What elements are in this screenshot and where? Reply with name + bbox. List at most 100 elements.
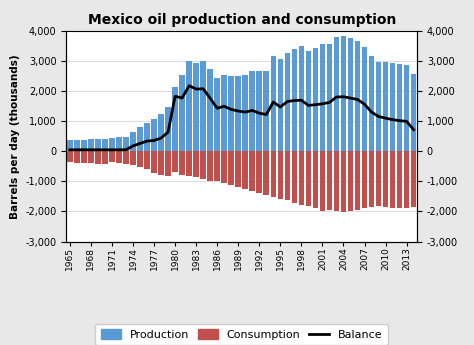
Bar <box>123 151 129 164</box>
Bar <box>109 138 115 151</box>
Bar <box>236 76 241 151</box>
Bar <box>144 151 150 169</box>
Bar <box>383 151 388 207</box>
Bar <box>376 62 382 151</box>
Bar <box>67 140 73 151</box>
Bar <box>327 151 332 210</box>
Bar <box>355 151 360 210</box>
Bar <box>165 107 171 151</box>
Bar <box>249 151 255 191</box>
Bar <box>284 52 290 151</box>
Bar <box>158 151 164 175</box>
Bar <box>95 139 101 151</box>
Bar <box>404 151 410 208</box>
Bar <box>341 151 346 212</box>
Bar <box>264 71 269 151</box>
Bar <box>383 62 388 151</box>
Bar <box>144 123 150 151</box>
Bar <box>292 49 297 151</box>
Bar <box>376 151 382 206</box>
Bar <box>306 151 311 206</box>
Legend: Production, Consumption, Balance: Production, Consumption, Balance <box>95 324 388 345</box>
Bar <box>207 69 213 151</box>
Bar <box>242 75 248 151</box>
Bar <box>179 151 185 175</box>
Bar <box>271 151 276 197</box>
Bar <box>88 139 94 151</box>
Bar <box>355 41 360 151</box>
Bar <box>214 78 220 151</box>
Bar <box>130 151 136 165</box>
Bar <box>319 44 325 151</box>
Bar <box>186 151 192 176</box>
Bar <box>109 151 115 162</box>
Bar <box>123 137 129 151</box>
Bar <box>151 119 157 151</box>
Bar <box>277 151 283 199</box>
Bar <box>172 87 178 151</box>
Bar <box>292 151 297 203</box>
Bar <box>334 37 339 151</box>
Bar <box>249 71 255 151</box>
Bar <box>158 114 164 151</box>
Bar <box>319 151 325 211</box>
Bar <box>347 151 353 211</box>
Bar <box>284 151 290 200</box>
Bar <box>81 140 87 151</box>
Bar <box>312 151 318 208</box>
Bar <box>201 61 206 151</box>
Title: Mexico oil production and consumption: Mexico oil production and consumption <box>88 13 396 27</box>
Bar <box>137 127 143 151</box>
Bar <box>236 151 241 187</box>
Y-axis label: Barrels per day (thousands): Barrels per day (thousands) <box>10 54 20 219</box>
Bar <box>347 38 353 151</box>
Bar <box>151 151 157 172</box>
Bar <box>306 51 311 151</box>
Bar <box>81 151 87 163</box>
Bar <box>362 151 367 208</box>
Bar <box>397 151 402 208</box>
Bar <box>256 151 262 194</box>
Bar <box>397 64 402 151</box>
Bar <box>214 151 220 181</box>
Bar <box>411 151 417 207</box>
Bar <box>102 151 108 164</box>
Bar <box>327 43 332 151</box>
Bar <box>390 63 395 151</box>
Bar <box>242 151 248 189</box>
Bar <box>299 151 304 205</box>
Bar <box>221 75 227 151</box>
Bar <box>116 137 122 151</box>
Bar <box>88 151 94 163</box>
Bar <box>277 59 283 151</box>
Bar <box>95 151 101 164</box>
Bar <box>312 48 318 151</box>
Bar <box>67 151 73 162</box>
Bar <box>193 151 199 177</box>
Bar <box>390 151 395 208</box>
Bar <box>411 74 417 151</box>
Bar <box>207 151 213 181</box>
Bar <box>130 132 136 151</box>
Bar <box>172 151 178 172</box>
Bar <box>369 151 374 207</box>
Bar <box>362 47 367 151</box>
Bar <box>116 151 122 163</box>
Bar <box>137 151 143 167</box>
Bar <box>264 151 269 195</box>
Bar <box>271 56 276 151</box>
Bar <box>228 151 234 185</box>
Bar <box>299 46 304 151</box>
Bar <box>341 36 346 151</box>
Bar <box>193 63 199 151</box>
Bar <box>74 140 80 151</box>
Bar <box>228 76 234 151</box>
Bar <box>179 75 185 151</box>
Bar <box>102 139 108 151</box>
Bar <box>221 151 227 183</box>
Bar <box>74 151 80 162</box>
Bar <box>334 151 339 211</box>
Bar <box>404 65 410 151</box>
Bar <box>256 71 262 151</box>
Bar <box>369 56 374 151</box>
